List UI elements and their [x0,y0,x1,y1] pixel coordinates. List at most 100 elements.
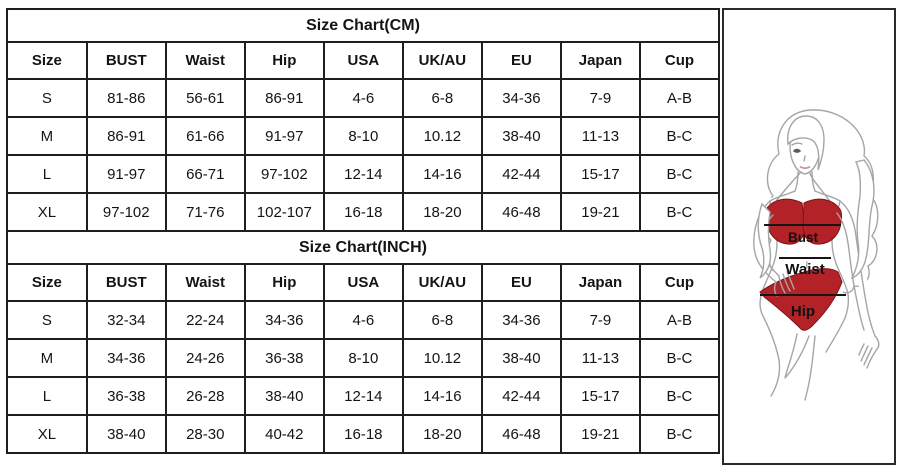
table-cell: 6-8 [401,78,483,118]
table-row: L 36-38 26-28 38-40 12-14 14-16 42-44 15… [6,376,721,416]
table-cell: XL [6,192,88,232]
table-cell: 16-18 [322,192,404,232]
woman-figure-illustration: Bust Waist Hip [750,109,880,401]
table-cell: 4-6 [322,78,404,118]
table-row: S 81-86 56-61 86-91 4-6 6-8 34-36 7-9 A-… [6,78,721,118]
column-header: Size [6,41,88,80]
table-cell: 12-14 [322,154,404,194]
right-hand-fingers [858,335,880,369]
column-header: BUST [85,41,167,80]
table-title-inch: Size Chart(INCH) [6,230,720,265]
table-cell: 12-14 [322,376,404,416]
column-header: Cup [638,263,721,302]
table-cell: 97-102 [243,154,325,194]
table-cell: 18-20 [401,192,483,232]
column-header: Waist [164,263,246,302]
table-cell: 15-17 [559,376,641,416]
right-leg-inner [804,335,816,401]
hair-front-left [757,202,772,279]
table-cell: B-C [638,192,721,232]
left-eye [793,148,801,153]
table-cell: 36-38 [243,338,325,378]
table-cell: 36-38 [85,376,167,416]
hair-bangs [787,115,825,171]
table-cell: 42-44 [480,154,562,194]
table-cell: 11-13 [559,338,641,378]
table-cell: 97-102 [85,192,167,232]
column-header: EU [480,263,562,302]
table-cell: 32-34 [85,300,167,340]
measurement-figure-box: Bust Waist Hip [722,8,896,465]
neck [794,171,816,192]
left-leg-inner2 [785,335,810,378]
column-header: EU [480,41,562,80]
table-cell: XL [6,414,88,454]
table-cell: 22-24 [164,300,246,340]
table-cell: 4-6 [322,300,404,340]
column-header: Hip [243,263,325,302]
table-cell: 38-40 [480,116,562,156]
table-cell: 102-107 [243,192,325,232]
table-cell: L [6,376,88,416]
table-cell: 34-36 [243,300,325,340]
right-thigh-outline [825,317,846,353]
table-cell: S [6,300,88,340]
table-cell: B-C [638,376,721,416]
table-cell: S [6,78,88,118]
column-header: UK/AU [401,41,483,80]
table-cell: 8-10 [322,116,404,156]
table-cell: 6-8 [401,300,483,340]
table-row: S 32-34 22-24 34-36 4-6 6-8 34-36 7-9 A-… [6,300,721,340]
table-cell: 91-97 [85,154,167,194]
table-cell: 7-9 [559,300,641,340]
table-cell: 86-91 [85,116,167,156]
column-header: Japan [559,41,641,80]
column-header: USA [322,263,404,302]
table-cell: 16-18 [322,414,404,454]
column-header: BUST [85,263,167,302]
woman-figure: Bust Waist Hip [750,109,880,401]
hip-label: Hip [791,303,815,320]
table-cell: 38-40 [85,414,167,454]
table-cell: 81-86 [85,78,167,118]
column-header: Japan [559,263,641,302]
table-row: M 34-36 24-26 36-38 8-10 10.12 38-40 11-… [6,338,721,378]
waist-label: Waist [785,261,824,278]
table-cell: 19-21 [559,192,641,232]
table-cell: 14-16 [401,154,483,194]
left-hand-fingers [773,271,795,297]
bikini-top [765,172,843,245]
table-cell: L [6,154,88,194]
inch-header-row: Size BUST Waist Hip USA UK/AU EU Japan C… [6,263,721,302]
table-cell: 14-16 [401,376,483,416]
column-header: UK/AU [401,263,483,302]
column-header: USA [322,41,404,80]
table-cell: 46-48 [480,414,562,454]
column-header: Cup [638,41,721,80]
table-row: L 91-97 66-71 97-102 12-14 14-16 42-44 1… [6,154,721,194]
table-title-cm: Size Chart(CM) [6,8,720,43]
table-cell: B-C [638,116,721,156]
table-cell: 38-40 [243,376,325,416]
table-cell: 91-97 [243,116,325,156]
table-cell: 10.12 [401,338,483,378]
table-cell: A-B [638,300,721,340]
table-cell: 34-36 [480,78,562,118]
size-chart-table: Size Chart(CM) Size BUST Waist Hip USA U… [6,8,721,454]
table-cell: 42-44 [480,376,562,416]
column-header: Hip [243,41,325,80]
table-cell: 56-61 [164,78,246,118]
table-cell: 19-21 [559,414,641,454]
table-cell: 71-76 [164,192,246,232]
table-cell: 38-40 [480,338,562,378]
cm-table-title-row: Size Chart(CM) [6,8,720,43]
table-cell: A-B [638,78,721,118]
table-row: XL 38-40 28-30 40-42 16-18 18-20 46-48 1… [6,414,721,454]
hair-front-right [850,159,875,280]
column-header: Size [6,263,88,302]
table-cell: 40-42 [243,414,325,454]
table-cell: B-C [638,154,721,194]
table-cell: B-C [638,414,721,454]
table-cell: 66-71 [164,154,246,194]
